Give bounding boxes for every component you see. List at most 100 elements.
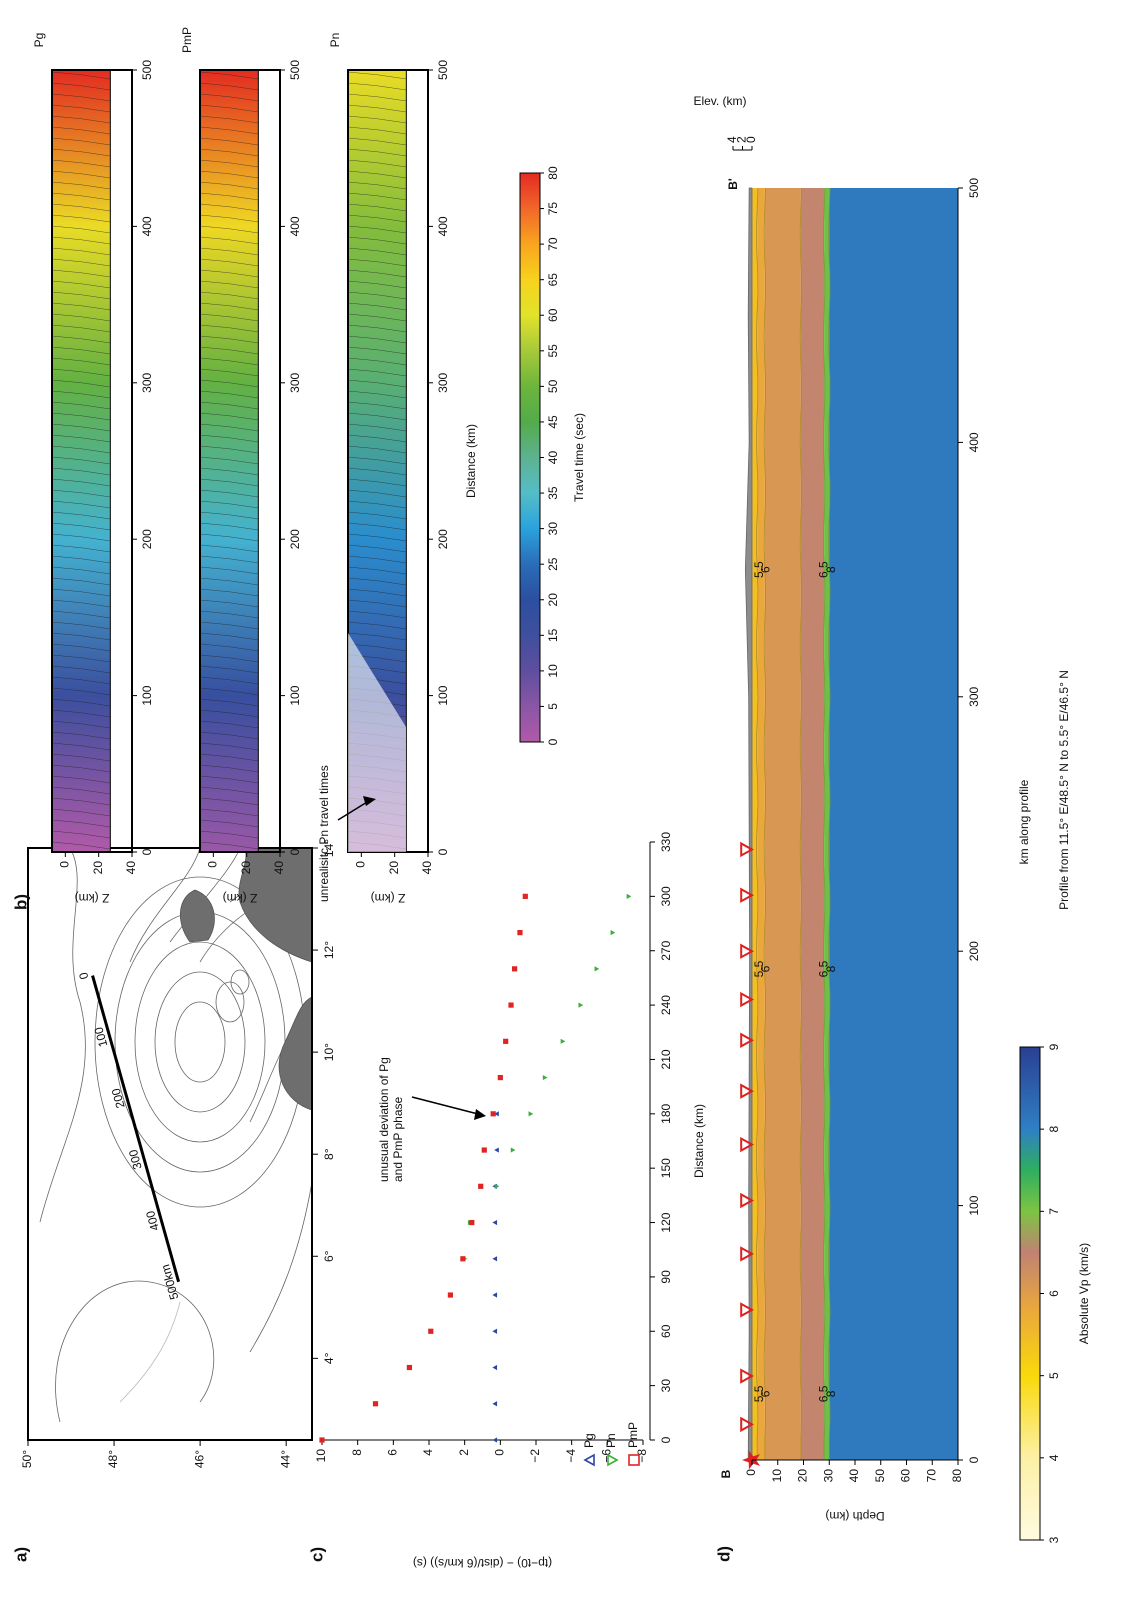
colorbar-tick-label: 55 (546, 344, 560, 358)
isochrone (51, 214, 111, 223)
isochrone (199, 247, 259, 256)
x-axis-label: km along profile (1017, 779, 1031, 864)
colorbar-label: Travel time (sec) (572, 413, 586, 502)
isochrone (347, 137, 407, 146)
isochrone (347, 115, 407, 124)
isochrone (51, 555, 111, 564)
station (740, 887, 755, 903)
x-axis-label: Distance (km) (692, 1104, 706, 1178)
colorbar-tick-label: 70 (546, 237, 560, 251)
isochrone (347, 71, 407, 80)
contour-line (799, 187, 803, 1460)
profile-tick-label: 200 (109, 1086, 128, 1109)
y-tick-label: −2 (528, 1449, 542, 1463)
contour-label: 8 (824, 566, 838, 573)
isochrone (51, 830, 111, 839)
isochrone (199, 533, 259, 542)
contour (249, 1181, 312, 1353)
x-tick-label: 120 (659, 1212, 673, 1232)
x-tick-label: 500 (140, 60, 154, 80)
x-axis-label: Distance (km) (464, 424, 478, 498)
y2-tick-label: 0 (744, 136, 758, 143)
isochrone (51, 203, 111, 212)
x-tick-label: 100 (967, 1195, 981, 1215)
isochrone (51, 423, 111, 432)
isochrone (51, 786, 111, 795)
x-tick-label: 150 (659, 1158, 673, 1178)
isochrone (347, 346, 407, 355)
profile-end-label: B' (726, 178, 740, 190)
x-tick-label: 90 (659, 1270, 673, 1284)
y-axis-label: (tp−t0) − (dist/(6 km/s)) (s) (413, 1556, 552, 1570)
isochrone (51, 467, 111, 476)
point (494, 1183, 500, 1189)
isochrone (347, 412, 407, 421)
isochrone (199, 445, 259, 454)
annotation-arrow (411, 1096, 479, 1115)
station (740, 1302, 755, 1318)
isochrone (199, 324, 259, 333)
contour-label: 8 (824, 965, 838, 972)
isochrone (347, 632, 407, 641)
colorbar-tick-label: 20 (546, 593, 560, 607)
isochrone (199, 357, 259, 366)
isochrone (51, 170, 111, 179)
isochrone (199, 467, 259, 476)
isochrone (199, 742, 259, 751)
isochrone (51, 115, 111, 124)
isochrone (347, 379, 407, 388)
travel-time-cell (348, 69, 407, 227)
x-tick-label: 0 (659, 1436, 673, 1443)
point (481, 1147, 487, 1153)
isochrone (199, 71, 259, 80)
isochrone (347, 159, 407, 168)
x-tick-label: 60 (659, 1324, 673, 1338)
land (238, 848, 312, 963)
isochrone (347, 357, 407, 366)
isochrone (347, 291, 407, 300)
isochrone (199, 709, 259, 718)
station (740, 1136, 755, 1153)
y-tick-label: 70 (924, 1469, 938, 1483)
isochrone (347, 478, 407, 487)
x-tick-label: 0 (288, 848, 302, 855)
isochrone (51, 434, 111, 443)
y-tick-label: 6 (386, 1449, 400, 1456)
station (740, 1032, 755, 1048)
point (492, 1256, 498, 1262)
isochrone (51, 456, 111, 465)
isochrone (199, 830, 259, 839)
isochrone (51, 577, 111, 586)
contour (154, 971, 246, 1113)
profile-tick-label: 0 (76, 970, 91, 981)
isochrone (199, 599, 259, 608)
isochrone (199, 379, 259, 388)
x-tick-label: 400 (288, 216, 302, 236)
point (460, 1256, 466, 1262)
isochrone (199, 632, 259, 641)
y-tick-label: 44° (278, 1450, 292, 1468)
point (492, 1364, 498, 1371)
isochrone (51, 687, 111, 696)
x-tick-label: 12° (322, 941, 336, 959)
station (740, 1368, 755, 1384)
colorbar-tick-label: 8 (1047, 1126, 1061, 1133)
isochrone (199, 258, 259, 267)
y-tick-label: 0 (493, 1449, 507, 1456)
isochrone (199, 412, 259, 421)
isochrone (199, 478, 259, 487)
isochrone (347, 214, 407, 223)
contour-label: 6.5 (816, 561, 830, 578)
isochrone (199, 797, 259, 806)
y-tick-label: 40 (420, 861, 434, 875)
isochrone (199, 764, 259, 773)
x-tick-label: 8° (322, 1148, 336, 1160)
y-tick-label: 2 (457, 1449, 471, 1456)
travel-time-cell (52, 382, 111, 540)
isochrone (199, 390, 259, 399)
isochrone (347, 335, 407, 344)
station (740, 1192, 755, 1209)
isochrone (199, 665, 259, 674)
point (497, 1074, 503, 1081)
